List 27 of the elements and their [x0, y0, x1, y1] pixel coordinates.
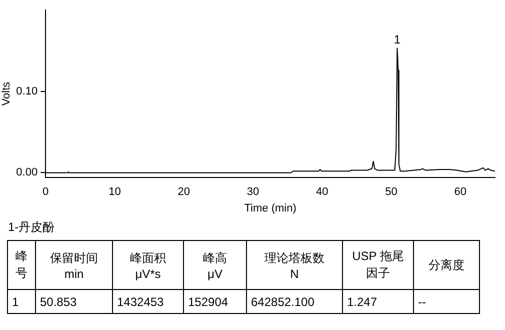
x-tick-label: 50	[385, 186, 398, 198]
text: 峰高 μV	[184, 240, 246, 290]
text: 理论塔板数 N	[246, 240, 342, 290]
y-tick-label: 0.10	[16, 85, 38, 98]
x-tick-label: 30	[246, 186, 260, 198]
annotation: 1	[394, 32, 401, 47]
x-tick-label: 20	[178, 186, 190, 198]
text: 保留时间 min	[36, 240, 112, 290]
text: 642852.100	[246, 290, 342, 314]
x-tick-label: 0	[42, 186, 49, 198]
text: 50.853	[36, 290, 112, 314]
x-tick-label: 10	[108, 186, 121, 198]
y-tick-label: 0.00	[16, 166, 38, 179]
y-axis-title: Volts	[0, 81, 13, 106]
text: 1432453	[112, 290, 184, 314]
x-axis-title: Time (min)	[244, 202, 296, 214]
text: USP 拖尾因子	[342, 240, 414, 290]
text: --	[414, 290, 480, 314]
text: 152904	[184, 290, 246, 314]
text: 分离度	[414, 240, 480, 290]
text: 1-丹皮酚	[8, 219, 55, 236]
x-tick-label: 40	[316, 186, 328, 198]
text: 1	[8, 290, 36, 314]
text: 峰面积 μV*s	[112, 240, 184, 290]
text: 峰号	[8, 240, 36, 290]
x-tick-label: 60	[454, 186, 467, 198]
text: 1.247	[342, 290, 414, 314]
